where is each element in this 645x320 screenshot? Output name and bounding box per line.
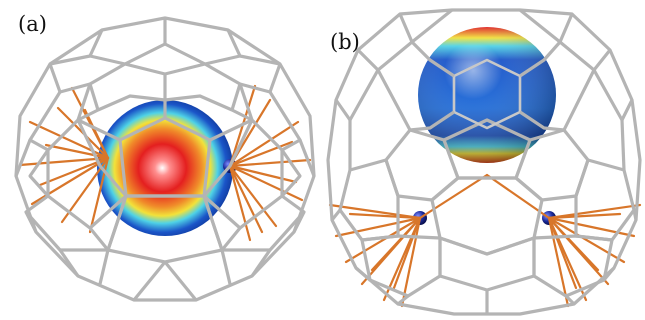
panel-label-b: (b): [330, 30, 360, 54]
panel-label-a: (a): [18, 12, 47, 36]
panel-a: [14, 16, 316, 302]
fullerene-cage-b: [326, 8, 642, 316]
surface-shading: [418, 27, 556, 163]
encapsulated-molecule-surface: [97, 100, 233, 236]
interaction-lines-right: [228, 84, 312, 242]
fullerene-cage-a: [14, 16, 316, 302]
panel-b: [326, 8, 642, 316]
interaction-lines-left: [18, 86, 110, 234]
interaction-lines-b: [328, 173, 642, 308]
